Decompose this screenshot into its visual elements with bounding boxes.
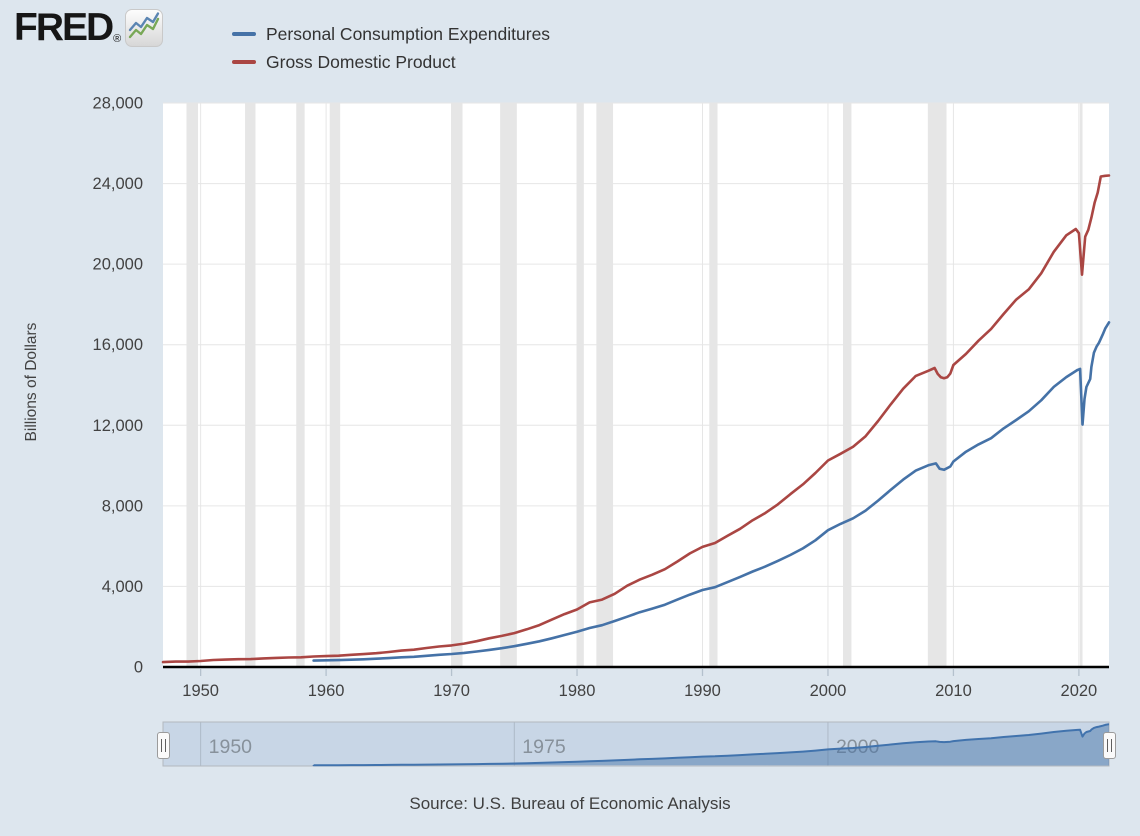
source-text: Source: U.S. Bureau of Economic Analysis [409, 794, 731, 813]
gdp-line-swatch-icon [232, 60, 256, 64]
x-tick-label: 1950 [182, 682, 219, 700]
y-tick-label: 0 [134, 659, 143, 677]
legend-item-pce[interactable]: Personal Consumption Expenditures [232, 20, 550, 48]
fred-logo[interactable]: FRED ® [14, 6, 164, 49]
y-tick-label: 24,000 [93, 175, 143, 193]
y-tick-label: 16,000 [93, 336, 143, 354]
recession-band [296, 103, 305, 667]
slider-tick-label: 1975 [522, 736, 566, 758]
x-tick-label: 1980 [559, 682, 596, 700]
y-tick-label: 8,000 [102, 497, 143, 515]
recession-band [927, 103, 947, 667]
slider-tick-label: 1950 [209, 736, 253, 758]
grip-icon [1106, 739, 1112, 752]
fred-sparkline-icon [125, 8, 164, 47]
y-tick-label: 20,000 [93, 256, 143, 274]
legend-label-pce: Personal Consumption Expenditures [266, 23, 551, 44]
registered-mark: ® [113, 33, 122, 45]
recession-band [329, 103, 341, 667]
y-tick-label: 12,000 [93, 417, 143, 435]
recession-band [500, 103, 517, 667]
y-tick-label: 4,000 [102, 578, 143, 596]
gdp-line [161, 174, 1111, 664]
recession-band [245, 103, 256, 667]
slider-right-handle[interactable] [1102, 732, 1116, 759]
legend-item-gdp[interactable]: Gross Domestic Product [232, 48, 550, 76]
pce-line [312, 321, 1111, 662]
x-tick-label: 1970 [433, 682, 470, 700]
slider-area-line [312, 723, 1110, 767]
legend-label-gdp: Gross Domestic Product [266, 51, 456, 72]
x-tick-label: 1960 [308, 682, 345, 700]
recession-band [186, 103, 199, 667]
grip-icon [160, 739, 166, 752]
recession-band [451, 103, 463, 667]
y-axis-title: Billions of Dollars [23, 322, 40, 442]
recession-band [577, 103, 584, 667]
slider-area [313, 724, 1110, 766]
recession-band [843, 103, 852, 667]
recession-band [709, 103, 718, 667]
legend: Personal Consumption Expenditures Gross … [232, 20, 550, 76]
x-tick-label: 2020 [1061, 682, 1098, 700]
slider-left-handle[interactable] [156, 732, 170, 759]
recession-band [596, 103, 614, 667]
plot-area[interactable] [163, 103, 1109, 667]
y-tick-label: 28,000 [93, 95, 143, 113]
pce-line-swatch-icon [232, 32, 256, 36]
fred-logo-text: FRED [14, 6, 114, 49]
x-tick-label: 2000 [810, 682, 847, 700]
x-tick-label: 1990 [684, 682, 721, 700]
x-tick-label: 2010 [935, 682, 972, 700]
